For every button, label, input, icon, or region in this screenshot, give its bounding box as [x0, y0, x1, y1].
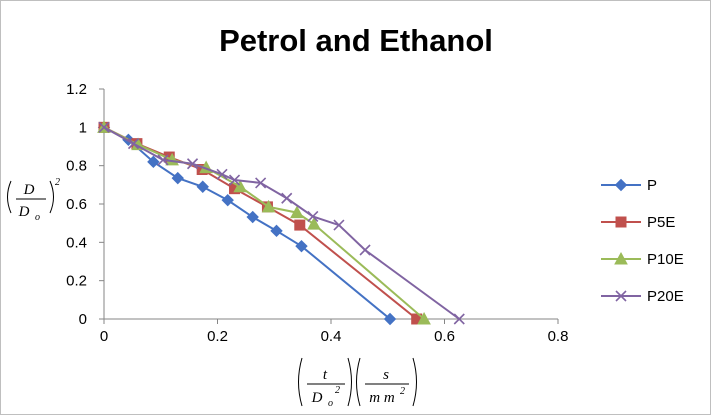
series-line-p20e: [103, 126, 460, 320]
data-point-p: [383, 312, 397, 326]
x-tick-label: 0.2: [207, 328, 228, 345]
x-tick-label: 0.4: [321, 328, 342, 345]
data-point-p20e: [216, 168, 228, 180]
series-line-p: [103, 126, 391, 320]
data-point-p: [147, 155, 160, 169]
y-tick-label: 0.2: [66, 273, 87, 290]
data-point-p: [171, 171, 184, 185]
legend-item-p20e: P20E: [601, 288, 684, 305]
legend-label-p5e: P5E: [647, 214, 675, 231]
legend-label-p: P: [647, 177, 657, 194]
data-point-p: [196, 180, 209, 193]
legend-swatch-marker-p5e: [615, 216, 627, 228]
data-point-p10e: [261, 199, 276, 213]
data-point-p20e-stroke-b: [228, 174, 241, 186]
y-label-numerator: D: [23, 182, 35, 198]
data-point-p20e: [307, 210, 319, 223]
data-point-p20e-stroke-b: [359, 244, 371, 256]
x-label-denominator: D: [311, 390, 323, 406]
data-point-p20e: [453, 313, 465, 325]
y-label-left-paren: [7, 180, 12, 214]
data-point-p20e-stroke-b: [255, 177, 267, 189]
legend-swatch-marker-p10e: [614, 251, 628, 265]
series-p20e: [98, 121, 465, 325]
data-point-p20e: [98, 121, 110, 133]
legend-item-p5e: P5E: [601, 214, 675, 231]
legend-swatch-marker-p: [614, 178, 628, 192]
x-label-left-paren-1: [298, 357, 303, 407]
series-p5e: [98, 121, 423, 325]
y-tick-label: 0.6: [66, 196, 87, 213]
data-point-p20e: [281, 192, 293, 204]
data-point-p20e: [333, 219, 345, 231]
x-label-numerator: t: [323, 367, 328, 383]
data-point-p10e: [417, 311, 431, 325]
legend-item-p10e: P10E: [601, 251, 684, 268]
y-axis-label: D D o 2: [7, 177, 60, 223]
data-point-p20e: [359, 244, 371, 256]
y-label-right-paren: [49, 180, 54, 214]
legend-label-p10e: P10E: [647, 251, 684, 268]
data-point-p20e-stroke-b: [281, 192, 293, 204]
x-axis-label: t D o 2 s m m 2: [298, 357, 417, 409]
data-point-p20e-stroke-b: [307, 210, 319, 223]
data-point-p20e-stroke-b: [333, 219, 345, 231]
x-label-unit-denominator: m m: [369, 390, 395, 406]
data-point-p: [270, 224, 283, 238]
x-label-denominator-sup: 2: [335, 385, 340, 396]
x-label-unit-denominator-sup: 2: [400, 386, 405, 397]
data-point-p10e: [307, 217, 321, 230]
data-point-p20e: [186, 158, 199, 170]
data-point-p20e-stroke-b: [186, 158, 199, 170]
data-point-p20e-stroke-b: [157, 154, 169, 166]
x-label-unit-numerator: s: [383, 367, 389, 383]
plot-area: 0 0.2 0.4 0.6 0.8 0 0.2 0.4 0.6 0.8 1 1.2: [66, 81, 568, 345]
legend-swatch-marker-p20e: [615, 290, 627, 302]
legend-label-p20e: P20E: [647, 288, 684, 305]
data-point-p: [246, 210, 259, 224]
x-label-denominator-sub: o: [328, 398, 333, 409]
x-label-right-paren-2: [412, 357, 417, 407]
chart-title: Petrol and Ethanol: [219, 23, 493, 58]
y-tick-label: 0.8: [66, 158, 87, 175]
x-tick-label: 0.8: [548, 328, 569, 345]
y-label-exponent: 2: [55, 177, 60, 188]
data-point-p10e: [290, 205, 304, 219]
series-line-p5e: [103, 126, 418, 320]
y-label-denominator: D: [18, 204, 30, 220]
y-tick-label: 0.4: [66, 234, 87, 251]
x-tick-label: 0.6: [434, 328, 455, 345]
legend: P P5E P10E P20E: [601, 177, 684, 305]
data-point-p20e: [255, 177, 267, 189]
data-point-p20e-stroke-b: [127, 138, 140, 150]
data-point-p20e: [228, 174, 241, 186]
data-point-p: [295, 239, 308, 253]
x-label-left-paren-2: [356, 357, 361, 407]
data-point-p20e-stroke-b: [453, 313, 465, 325]
legend-item-p: P: [601, 177, 657, 194]
y-label-denominator-sub: o: [35, 212, 40, 223]
data-point-p20e-stroke-b: [98, 121, 110, 133]
data-point-p20e: [157, 154, 169, 166]
data-point-p20e-stroke-b: [216, 168, 228, 180]
x-label-right-paren-1: [347, 357, 352, 407]
data-point-p5e: [294, 219, 306, 231]
data-point-p10e: [233, 179, 248, 193]
data-point-p: [221, 193, 234, 207]
y-tick-label: 0: [79, 311, 87, 328]
series-p: [97, 121, 397, 326]
y-tick-label: 1: [79, 119, 87, 136]
y-tick-label: 1.2: [66, 81, 87, 98]
legend-swatch-marker-p20e-stroke-b: [615, 290, 627, 302]
data-point-p20e: [127, 138, 140, 150]
x-tick-label: 0: [100, 328, 108, 345]
